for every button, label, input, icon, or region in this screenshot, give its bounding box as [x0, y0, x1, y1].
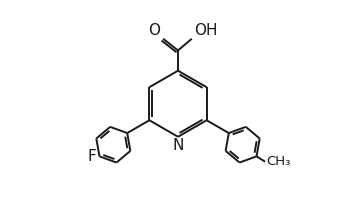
Text: O: O: [148, 23, 160, 38]
Text: CH₃: CH₃: [266, 155, 290, 168]
Text: F: F: [88, 149, 96, 164]
Text: OH: OH: [194, 23, 218, 38]
Text: N: N: [172, 138, 184, 154]
